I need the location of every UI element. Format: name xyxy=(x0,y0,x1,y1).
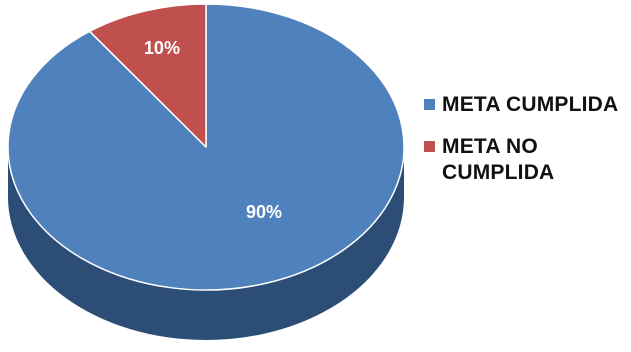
legend-item-meta-cumplida: META CUMPLIDA xyxy=(424,92,629,118)
legend: META CUMPLIDA META NO CUMPLIDA xyxy=(424,92,629,202)
legend-swatch-meta-no-cumplida xyxy=(424,141,435,152)
slice-side-meta-cumplida xyxy=(8,147,404,340)
slice-meta-no-cumplida xyxy=(88,3,207,148)
data-label-meta-cumplida: 90% xyxy=(246,202,282,222)
legend-swatch-meta-cumplida xyxy=(424,99,435,110)
legend-label-meta-cumplida: META CUMPLIDA xyxy=(442,93,619,116)
legend-item-meta-no-cumplida: META NO CUMPLIDA xyxy=(424,134,629,186)
pie-depth xyxy=(8,147,404,340)
pie-top xyxy=(7,3,405,291)
data-label-meta-no-cumplida: 10% xyxy=(144,38,180,58)
pie-labels: 90% 10% xyxy=(144,38,282,222)
legend-label-meta-no-cumplida: META NO CUMPLIDA xyxy=(442,135,555,184)
